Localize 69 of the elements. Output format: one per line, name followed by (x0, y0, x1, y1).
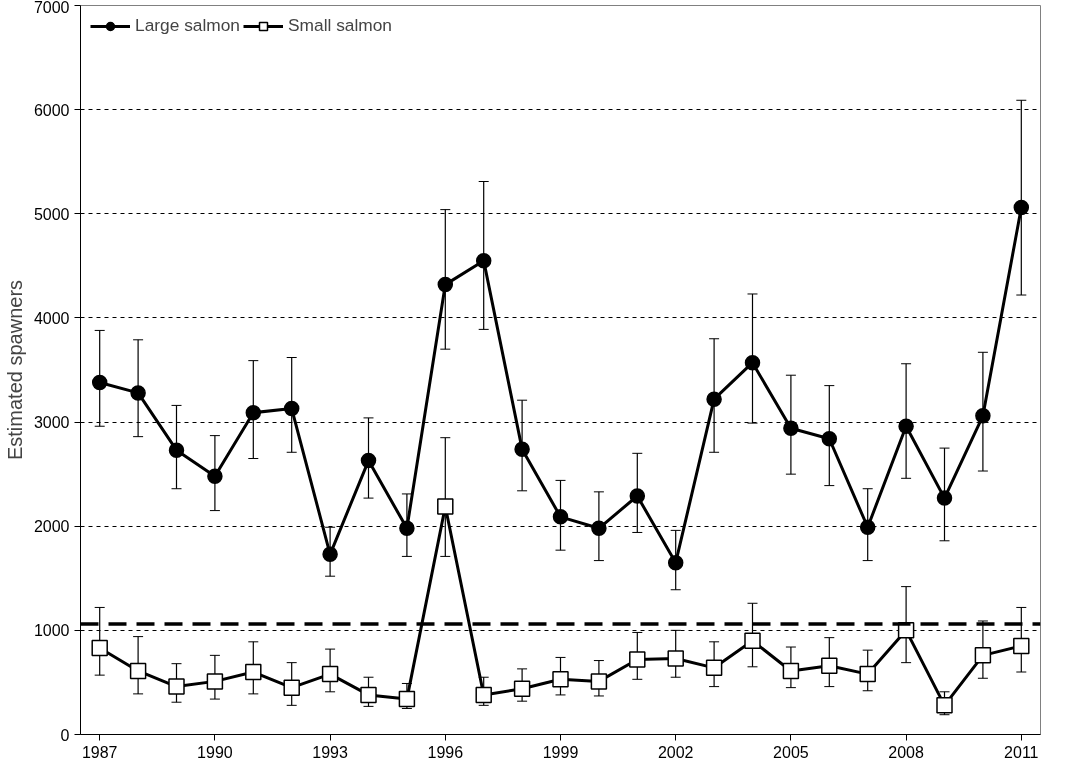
point (168, 678, 185, 695)
x-tick-label: 1999 (542, 743, 579, 761)
point (936, 697, 953, 714)
x-tick-label: 2011 (1004, 743, 1039, 761)
point (360, 452, 377, 469)
x-tick-label: 1996 (427, 743, 464, 761)
point (706, 391, 722, 407)
point (360, 686, 377, 704)
point (398, 690, 416, 708)
point (321, 665, 339, 683)
point (859, 519, 876, 535)
point (821, 431, 838, 447)
point (322, 546, 338, 563)
x-tick-label: 2005 (773, 743, 809, 761)
point (783, 420, 799, 437)
y-tick-label: 3000 (33, 414, 70, 432)
point (283, 400, 300, 417)
point (591, 520, 607, 537)
point (782, 662, 800, 680)
point (590, 673, 608, 690)
point (245, 663, 262, 681)
point (552, 509, 569, 525)
point (399, 520, 415, 537)
point (1013, 199, 1030, 216)
point (821, 657, 838, 675)
point (898, 418, 914, 434)
point (667, 554, 684, 571)
point (475, 686, 492, 704)
point (744, 354, 761, 371)
point (705, 659, 723, 677)
x-tick-label: 1987 (81, 743, 118, 761)
x-tick-label: 2002 (657, 743, 694, 761)
x-tick-label: 2008 (888, 743, 924, 761)
point (245, 404, 262, 421)
point (936, 490, 953, 506)
point (91, 639, 108, 657)
point (207, 468, 223, 484)
point (859, 665, 876, 683)
point (437, 276, 454, 293)
y-tick-label: 1000 (33, 622, 70, 640)
point (629, 651, 646, 668)
y-tick-label: 0 (60, 726, 70, 744)
point (1013, 637, 1030, 655)
y-tick-label: 6000 (33, 101, 70, 119)
y-tick-label: 2000 (33, 518, 70, 536)
point (552, 671, 569, 688)
point (206, 673, 224, 690)
point (974, 647, 992, 664)
point (667, 650, 684, 667)
legend-label: Large salmon (135, 15, 240, 36)
point (744, 632, 761, 650)
point (129, 662, 147, 680)
y-tick-label: 4000 (33, 309, 70, 327)
y-tick-label: 5000 (33, 205, 70, 223)
legend-label: Small salmon (288, 15, 393, 36)
point (283, 679, 300, 696)
point (513, 680, 531, 697)
point (475, 252, 492, 269)
point (514, 441, 530, 457)
point (975, 408, 991, 424)
point (437, 498, 454, 515)
point (130, 385, 146, 401)
x-tick-label: 1993 (312, 743, 348, 761)
x-tick-label: 1990 (197, 743, 233, 761)
point (629, 488, 646, 504)
point (91, 374, 108, 391)
y-axis-title: Estimated spawners (3, 279, 26, 461)
y-tick-label: 7000 (33, 0, 70, 16)
point (168, 442, 185, 458)
